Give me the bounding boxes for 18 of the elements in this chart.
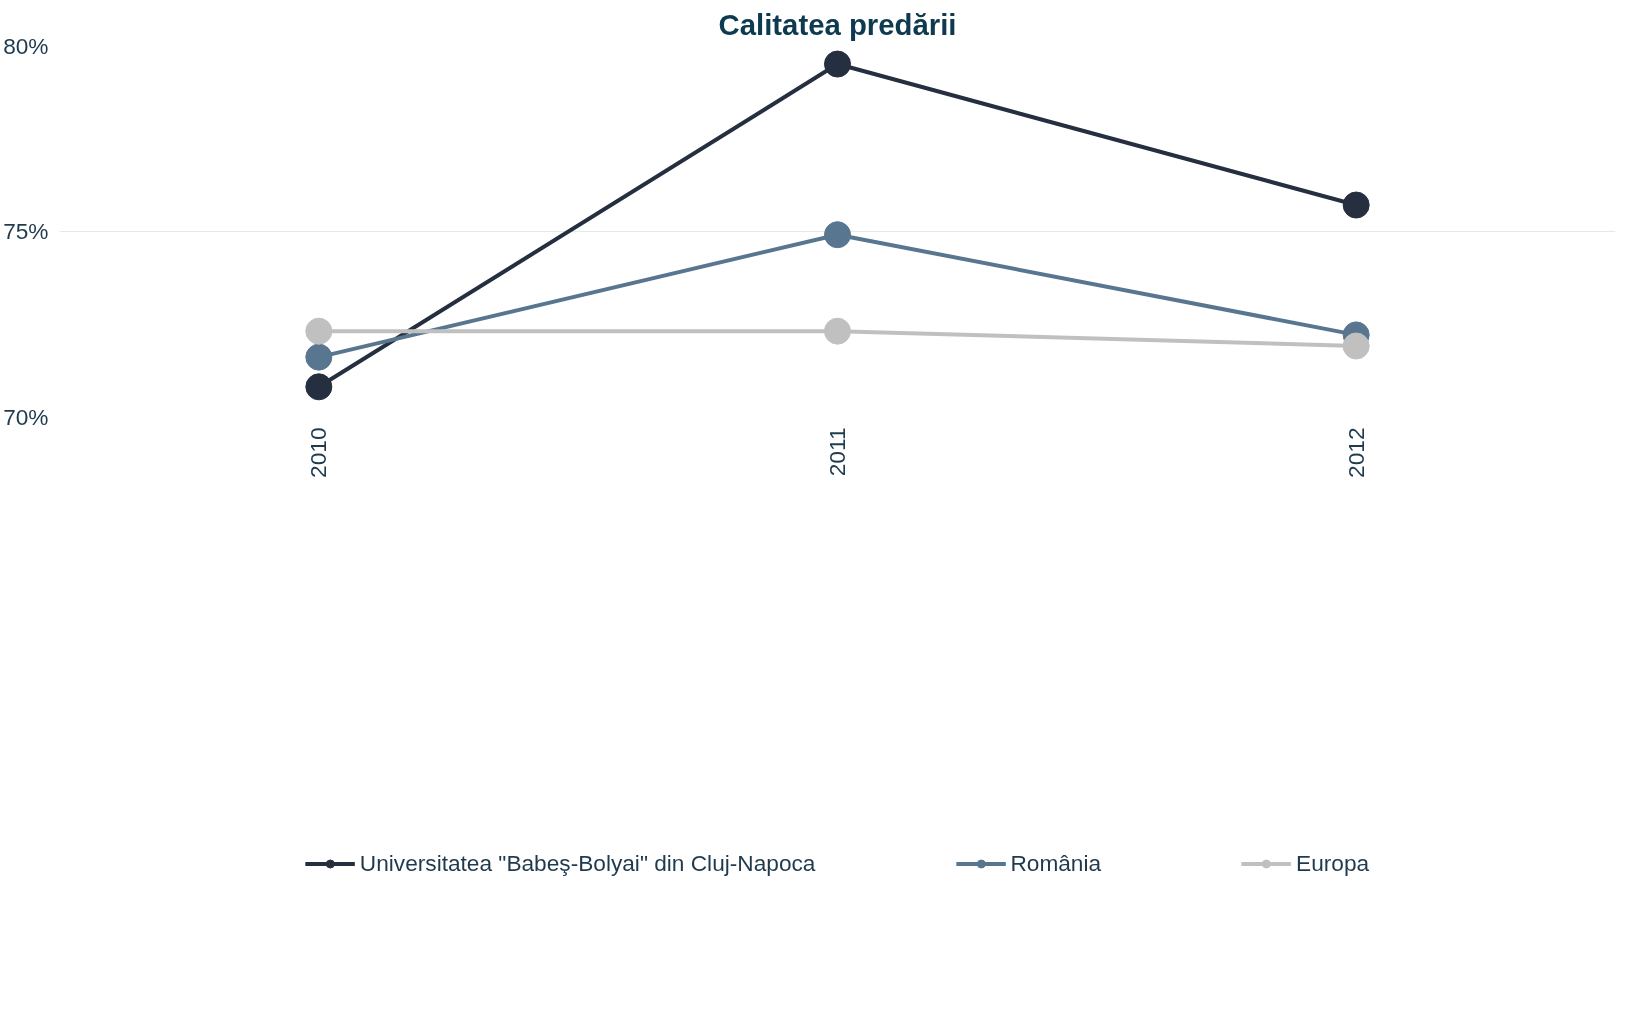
chart-title: Calitatea predării — [718, 7, 957, 41]
legend-label: România — [1010, 849, 1102, 877]
point — [305, 373, 333, 401]
x-tick-label: 2012 — [1342, 427, 1369, 478]
legend-label: Europa — [1296, 849, 1370, 877]
y-tick-label: 80% — [3, 32, 49, 59]
y-tick-label: 70% — [3, 403, 49, 430]
point — [1342, 332, 1370, 360]
point — [824, 50, 851, 78]
legend-label: Universitatea "Babeş-Bolyai" din Cluj-Napoca — [359, 849, 816, 877]
x-tick-label: 2011 — [824, 427, 850, 477]
point — [305, 343, 333, 371]
point — [305, 317, 333, 345]
point — [824, 221, 851, 249]
x-tick-label: 2010 — [305, 427, 332, 478]
y-tick-label: 75% — [3, 218, 49, 244]
point — [1342, 191, 1370, 219]
point — [824, 317, 851, 345]
